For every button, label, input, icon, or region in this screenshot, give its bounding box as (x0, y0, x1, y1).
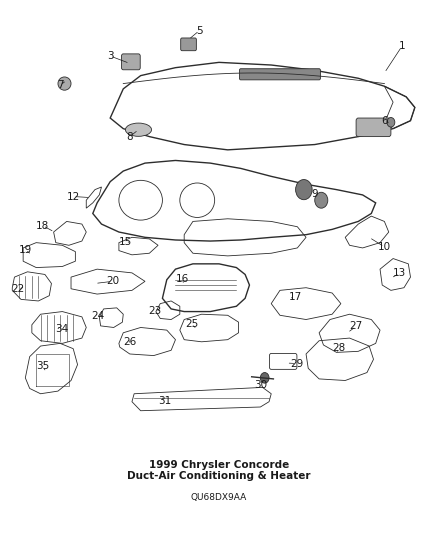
Text: 25: 25 (185, 319, 198, 329)
FancyBboxPatch shape (121, 54, 140, 70)
Text: 30: 30 (254, 379, 267, 390)
Text: 13: 13 (393, 269, 406, 278)
Text: 5: 5 (196, 26, 203, 36)
Text: 29: 29 (290, 359, 303, 368)
FancyBboxPatch shape (356, 118, 391, 136)
Ellipse shape (296, 180, 312, 200)
Ellipse shape (387, 117, 395, 127)
Text: 16: 16 (175, 273, 189, 284)
Text: 19: 19 (19, 245, 32, 255)
Ellipse shape (58, 77, 71, 90)
Text: 22: 22 (11, 284, 25, 294)
Text: 10: 10 (378, 242, 391, 252)
Text: 8: 8 (127, 132, 133, 142)
Text: 31: 31 (158, 395, 171, 406)
Text: 34: 34 (55, 324, 68, 334)
Text: 35: 35 (36, 361, 49, 371)
Text: 26: 26 (123, 337, 136, 348)
Text: 15: 15 (119, 237, 132, 247)
Ellipse shape (260, 373, 269, 383)
FancyBboxPatch shape (181, 38, 196, 51)
Ellipse shape (315, 192, 328, 208)
Text: 28: 28 (332, 343, 345, 353)
Text: 6: 6 (381, 116, 388, 126)
Text: 7: 7 (57, 80, 64, 90)
Text: 27: 27 (350, 321, 363, 332)
Text: 1999 Chrysler Concorde
Duct-Air Conditioning & Heater: 1999 Chrysler Concorde Duct-Air Conditio… (127, 460, 311, 481)
Text: 24: 24 (92, 311, 105, 321)
Text: 18: 18 (36, 221, 49, 231)
FancyBboxPatch shape (240, 69, 321, 80)
Text: 1: 1 (399, 42, 405, 52)
Text: 12: 12 (67, 191, 80, 201)
Text: 23: 23 (148, 305, 162, 316)
Text: 9: 9 (311, 189, 318, 199)
Text: 20: 20 (106, 276, 119, 286)
Text: QU68DX9AA: QU68DX9AA (191, 492, 247, 502)
Text: 3: 3 (107, 51, 113, 61)
Ellipse shape (125, 123, 152, 136)
Text: 17: 17 (289, 292, 302, 302)
